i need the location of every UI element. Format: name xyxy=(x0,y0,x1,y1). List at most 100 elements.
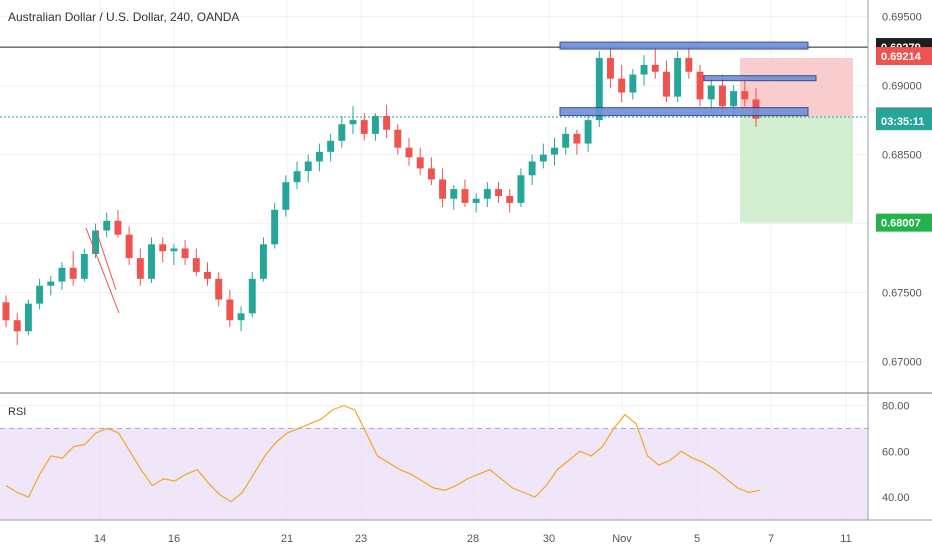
candle-body xyxy=(215,278,223,300)
candle-body xyxy=(271,209,279,245)
candles xyxy=(2,44,760,346)
candle-body xyxy=(13,320,21,332)
candle-body xyxy=(181,248,189,259)
candle-body xyxy=(472,198,480,203)
price-labels: 0.692790.692140.687750.6877203:35:110.68… xyxy=(876,38,932,232)
candle-body xyxy=(495,189,503,196)
support-box[interactable] xyxy=(559,107,809,117)
candle-body xyxy=(674,57,682,97)
candle-body xyxy=(349,120,357,125)
candle-body xyxy=(405,147,413,158)
candle-body xyxy=(371,115,379,134)
x-tick-label: 11 xyxy=(840,533,851,545)
y-tick-label: 0.69500 xyxy=(882,12,922,24)
rsi-title: RSI xyxy=(8,406,26,418)
price-label-bg xyxy=(876,213,932,232)
rsi-band xyxy=(0,428,868,520)
candle-body xyxy=(103,220,111,231)
candle-body xyxy=(24,303,32,332)
x-tick-label: 30 xyxy=(543,533,555,545)
x-tick-label: 23 xyxy=(355,533,367,545)
x-tick-label: 7 xyxy=(768,533,774,545)
rsi-line xyxy=(5,404,761,503)
candle-body xyxy=(741,91,749,100)
candle-body xyxy=(718,85,726,107)
candle-body xyxy=(148,244,155,279)
candle-body xyxy=(461,189,469,203)
y-tick-label: 0.67000 xyxy=(882,357,922,369)
candle-body xyxy=(483,189,491,199)
x-tick-label: 5 xyxy=(694,533,700,545)
x-tick-label: 28 xyxy=(467,533,479,545)
candle-body xyxy=(170,248,178,252)
mid-range-box[interactable] xyxy=(703,75,817,82)
candle-body xyxy=(640,64,648,75)
y-tick-label: 0.68500 xyxy=(882,150,922,162)
range-boxes[interactable] xyxy=(559,41,817,117)
candle-body xyxy=(47,281,55,286)
candle-body xyxy=(662,71,670,97)
candle-body xyxy=(2,302,10,321)
candle-body xyxy=(282,182,290,210)
candle-body xyxy=(315,151,323,162)
price-label-bg xyxy=(876,47,932,66)
take-profit-zone xyxy=(740,116,853,223)
candle-body xyxy=(383,115,391,130)
candle-body xyxy=(204,271,211,279)
candle-body xyxy=(629,74,637,93)
chart-title: Australian Dollar / U.S. Dollar, 240, OA… xyxy=(8,10,239,24)
candle-body xyxy=(607,57,614,79)
candle-body xyxy=(584,120,592,144)
candle-body xyxy=(338,124,346,141)
candle-body xyxy=(226,299,234,321)
x-tick-label: Nov xyxy=(612,533,632,545)
candle-body xyxy=(58,267,66,282)
price-label: 0.69214 xyxy=(881,51,922,63)
candle-body xyxy=(394,129,402,148)
trendline xyxy=(95,229,117,291)
candle-body xyxy=(92,230,100,254)
candle-body xyxy=(192,258,200,272)
candle-body xyxy=(259,244,267,279)
candle-body xyxy=(427,168,435,180)
candle-body xyxy=(551,147,558,155)
x-tick-label: 21 xyxy=(281,533,293,545)
candle-body xyxy=(528,161,536,176)
y-tick-label: 0.67500 xyxy=(882,288,922,300)
candle-body xyxy=(114,220,122,235)
position-zones xyxy=(740,57,853,223)
price-levels xyxy=(0,46,868,118)
price-label: 0.68007 xyxy=(881,218,921,230)
candle-body xyxy=(595,57,603,121)
y-tick-label: 0.69000 xyxy=(882,81,922,93)
candle-body xyxy=(237,313,245,321)
x-tick-label: 16 xyxy=(168,533,180,545)
resistance-box[interactable] xyxy=(559,41,809,50)
candle-body xyxy=(651,64,659,72)
rsi-tick-label: 40.00 xyxy=(882,492,910,504)
candle-body xyxy=(304,161,312,172)
candle-body xyxy=(159,244,167,252)
candle-body xyxy=(707,85,715,100)
candle-body xyxy=(539,154,547,162)
price-label-bg xyxy=(876,112,932,131)
candle-body xyxy=(439,179,447,199)
candle-body xyxy=(506,196,514,203)
candle-body xyxy=(685,57,693,72)
candle-body xyxy=(562,133,570,148)
candle-body xyxy=(293,171,301,183)
candle-body xyxy=(36,285,44,304)
trendline xyxy=(85,227,120,314)
candle-body xyxy=(248,278,256,314)
candle-body xyxy=(618,78,626,93)
candle-body xyxy=(69,267,77,279)
candle-body xyxy=(696,71,704,100)
rsi-pane xyxy=(0,404,868,521)
candle-body xyxy=(450,189,458,199)
price-label: 03:35:11 xyxy=(881,116,924,128)
rsi-tick-label: 60.00 xyxy=(882,446,910,458)
candle-body xyxy=(573,133,581,144)
candle-body xyxy=(136,258,144,279)
candle-body xyxy=(517,175,525,203)
